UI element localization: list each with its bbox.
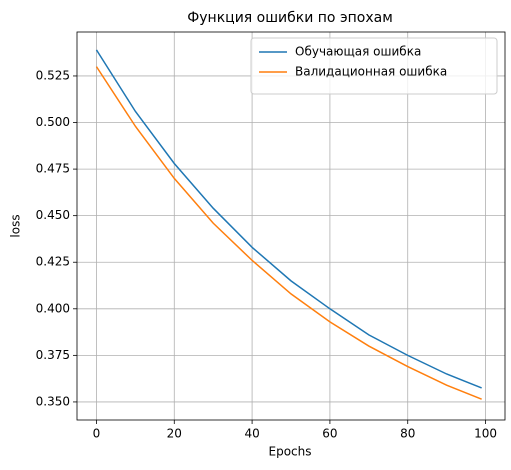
series-line	[95, 66, 482, 400]
y-tick-label: 0.375	[36, 348, 70, 362]
x-tick-label: 80	[400, 427, 415, 441]
x-tick-label: 100	[474, 427, 497, 441]
series-line	[95, 49, 482, 389]
y-tick-label: 0.500	[36, 115, 70, 129]
x-tick-label: 40	[244, 427, 259, 441]
x-tick-label: 0	[93, 427, 101, 441]
x-tick-label: 20	[167, 427, 182, 441]
y-tick-label: 0.475	[36, 162, 70, 176]
chart-title: Функция ошибки по эпохам	[187, 10, 393, 26]
y-tick-label: 0.450	[36, 208, 70, 222]
legend-label: Валидационная ошибка	[295, 65, 447, 79]
plot-frame	[76, 31, 506, 421]
legend-label: Обучающая ошибка	[295, 45, 421, 59]
x-axis-label: Epochs	[269, 445, 312, 459]
x-tick-label: 60	[322, 427, 337, 441]
y-tick-label: 0.400	[36, 301, 70, 315]
y-tick-label: 0.425	[36, 255, 70, 269]
y-axis-label: loss	[9, 214, 23, 237]
y-tick-label: 0.350	[36, 394, 70, 408]
y-tick-label: 0.525	[36, 68, 70, 82]
legend-box	[250, 37, 498, 95]
